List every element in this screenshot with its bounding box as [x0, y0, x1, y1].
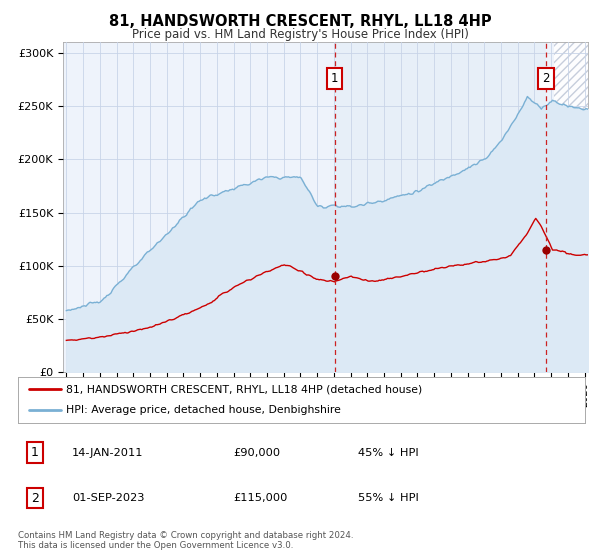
Text: Price paid vs. HM Land Registry's House Price Index (HPI): Price paid vs. HM Land Registry's House … — [131, 28, 469, 41]
Text: 81, HANDSWORTH CRESCENT, RHYL, LL18 4HP: 81, HANDSWORTH CRESCENT, RHYL, LL18 4HP — [109, 14, 491, 29]
Text: 1: 1 — [31, 446, 39, 459]
Text: 1: 1 — [331, 72, 338, 85]
Text: 2: 2 — [31, 492, 39, 505]
Text: 81, HANDSWORTH CRESCENT, RHYL, LL18 4HP (detached house): 81, HANDSWORTH CRESCENT, RHYL, LL18 4HP … — [66, 384, 422, 394]
Text: 01-SEP-2023: 01-SEP-2023 — [72, 493, 145, 503]
Text: 45% ↓ HPI: 45% ↓ HPI — [358, 447, 419, 458]
Text: £115,000: £115,000 — [233, 493, 288, 503]
Text: 2: 2 — [542, 72, 550, 85]
Text: HPI: Average price, detached house, Denbighshire: HPI: Average price, detached house, Denb… — [66, 405, 341, 416]
Text: 55% ↓ HPI: 55% ↓ HPI — [358, 493, 419, 503]
Text: £90,000: £90,000 — [233, 447, 281, 458]
Bar — [554, 42, 588, 372]
Bar — [335, 42, 545, 372]
Text: Contains HM Land Registry data © Crown copyright and database right 2024.
This d: Contains HM Land Registry data © Crown c… — [18, 531, 353, 550]
Text: 14-JAN-2011: 14-JAN-2011 — [72, 447, 143, 458]
Bar — [554, 42, 588, 372]
